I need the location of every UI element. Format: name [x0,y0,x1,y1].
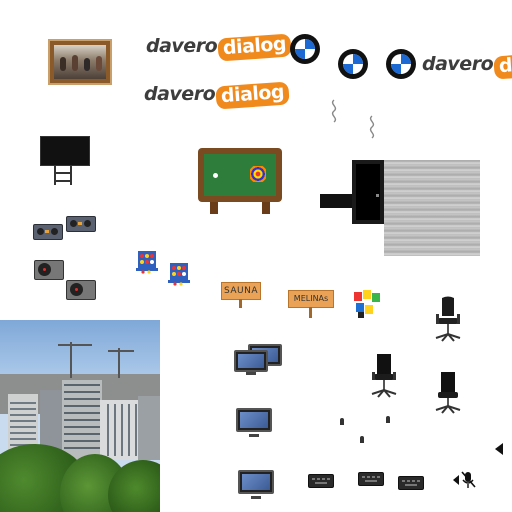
squiggle-icon [369,115,375,139]
dj-deck-icon[interactable] [33,224,63,240]
computer-monitor-icon[interactable] [236,408,276,440]
keyboard-icon[interactable] [308,474,334,488]
turntable-icon[interactable] [34,260,64,280]
bmw-logo-icon[interactable] [289,33,321,65]
connect-four-icon[interactable] [136,250,158,274]
melinas-sign-label: MELINAs [288,290,334,308]
keyboard-icon[interactable] [358,472,384,486]
game-cards-icon[interactable] [354,290,380,318]
office-chair-icon[interactable] [432,368,464,416]
computer-monitor-icon[interactable] [234,344,282,376]
play-left-icon[interactable] [494,442,504,456]
bmw-logo-icon[interactable] [337,48,369,80]
davero-dialog-logo[interactable]: davero dialog [422,51,512,80]
pin-marker-icon[interactable] [340,418,344,425]
pin-marker-icon[interactable] [386,416,390,423]
computer-monitor-icon[interactable] [238,470,278,502]
connect-four-icon[interactable] [168,262,190,286]
dj-deck-icon[interactable] [66,216,96,232]
framed-photo-icon[interactable] [48,39,112,85]
sauna-sign[interactable]: SAUNA [221,282,261,308]
turntable-icon[interactable] [66,280,96,300]
bmw-logo-icon[interactable] [385,48,417,80]
mic-muted-icon[interactable] [452,470,478,490]
wall-tv-icon[interactable] [40,136,90,186]
pin-marker-icon[interactable] [360,436,364,443]
squiggle-icon [331,99,337,123]
office-chair-icon[interactable] [432,296,464,344]
billiard-table-icon[interactable] [198,148,282,214]
floor-tile-icon [384,160,480,256]
melinas-sign[interactable]: MELINAs [288,290,334,318]
davero-dialog-logo[interactable]: davero dialog [144,81,290,110]
davero-dialog-logo[interactable]: davero dialog [146,33,292,62]
office-chair-icon[interactable] [368,352,400,400]
keyboard-icon[interactable] [398,476,424,490]
city-skyline-photo [0,320,160,512]
doorway-icon[interactable] [320,160,384,224]
sauna-sign-label: SAUNA [221,282,261,300]
